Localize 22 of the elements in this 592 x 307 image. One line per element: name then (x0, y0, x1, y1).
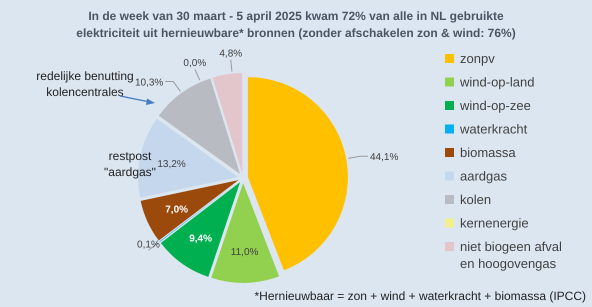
chart-title: In de week van 30 maart - 5 april 2025 kwam 72% van alle in NL gebruikte elektriciteit uit hernieuwbare* bronnen (zonder afschakelen zon & wind: 76%) (76, 9, 516, 40)
legend-label: biomassa (460, 145, 516, 160)
text: *Hernieuwbaar = zon + wind + waterkracht + biomassa (IPCC) (254, 289, 586, 303)
text: restpost "aardgas" (104, 149, 156, 179)
legend-label: wind-op-land (459, 74, 534, 90)
text: redelijke benutting kolencentrales (36, 69, 134, 99)
data-label: 10,3% (134, 78, 164, 89)
data-label: 44,1% (370, 152, 398, 164)
legend-label: wind-op-zee (459, 98, 531, 113)
legend-label: aardgas (460, 168, 508, 184)
legend-label: waterkracht (459, 122, 528, 136)
data-label: 7,0% (165, 204, 188, 216)
data-label: 13,2% (157, 159, 186, 170)
data-label: 9,4% (189, 233, 212, 244)
data-label: 0,1% (137, 239, 160, 250)
text: 0,0% (183, 58, 206, 70)
data-label: 11,0% (230, 246, 259, 258)
legend-label: kernenergie (460, 216, 529, 230)
legend-label: kolen (460, 192, 492, 207)
legend-label: zonpv (460, 51, 496, 66)
legend-label: niet biogeen afval en hoogovengas (460, 239, 562, 271)
data-label: 4,8% (219, 48, 242, 60)
